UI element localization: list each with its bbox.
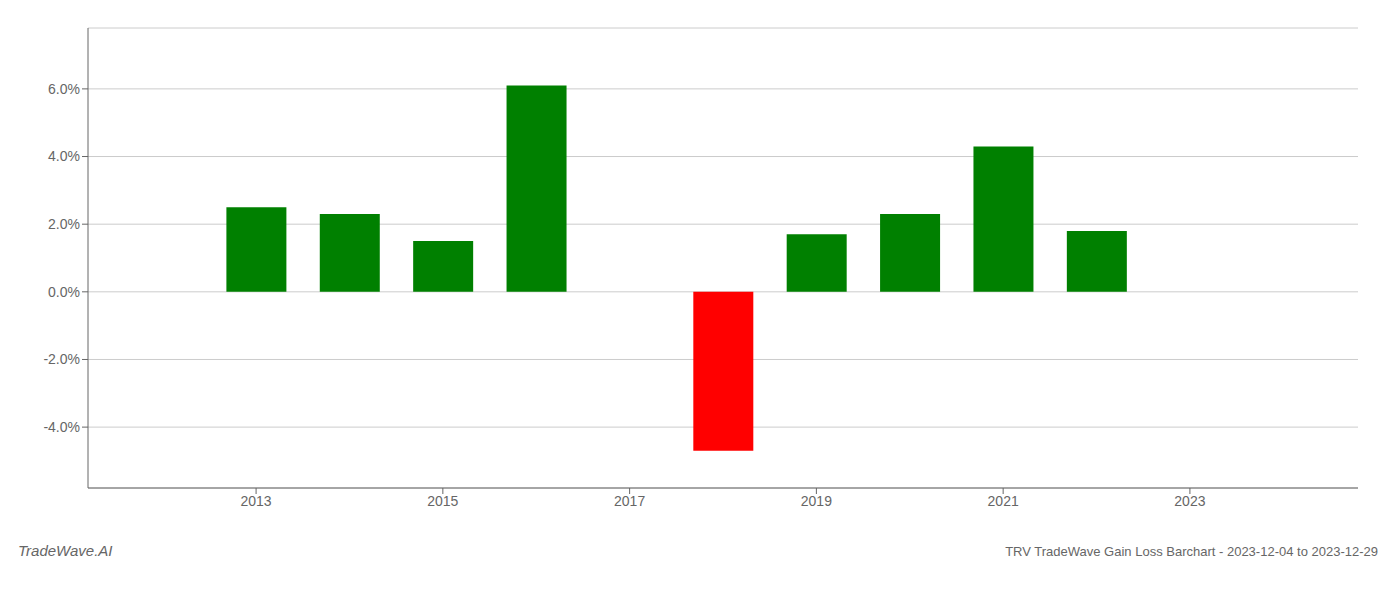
- svg-text:2013: 2013: [241, 493, 272, 509]
- svg-text:-2.0%: -2.0%: [43, 351, 80, 367]
- html-text:TradeWave.AI: TradeWave.AI: [18, 542, 113, 559]
- svg-text:6.0%: 6.0%: [48, 81, 80, 97]
- svg-text:2023: 2023: [1174, 493, 1205, 509]
- svg-text:0.0%: 0.0%: [48, 284, 80, 300]
- html-text:TRV TradeWave Gain Loss Barcha: TRV TradeWave Gain Loss Barchart - 2023-…: [1005, 544, 1378, 559]
- svg-text:2017: 2017: [614, 493, 645, 509]
- svg-text:2015: 2015: [427, 493, 458, 509]
- svg-text:4.0%: 4.0%: [48, 148, 80, 164]
- svg-text:-4.0%: -4.0%: [43, 419, 80, 435]
- svg-text:2019: 2019: [801, 493, 832, 509]
- svg-text:2021: 2021: [988, 493, 1019, 509]
- svg-text:2.0%: 2.0%: [48, 216, 80, 232]
